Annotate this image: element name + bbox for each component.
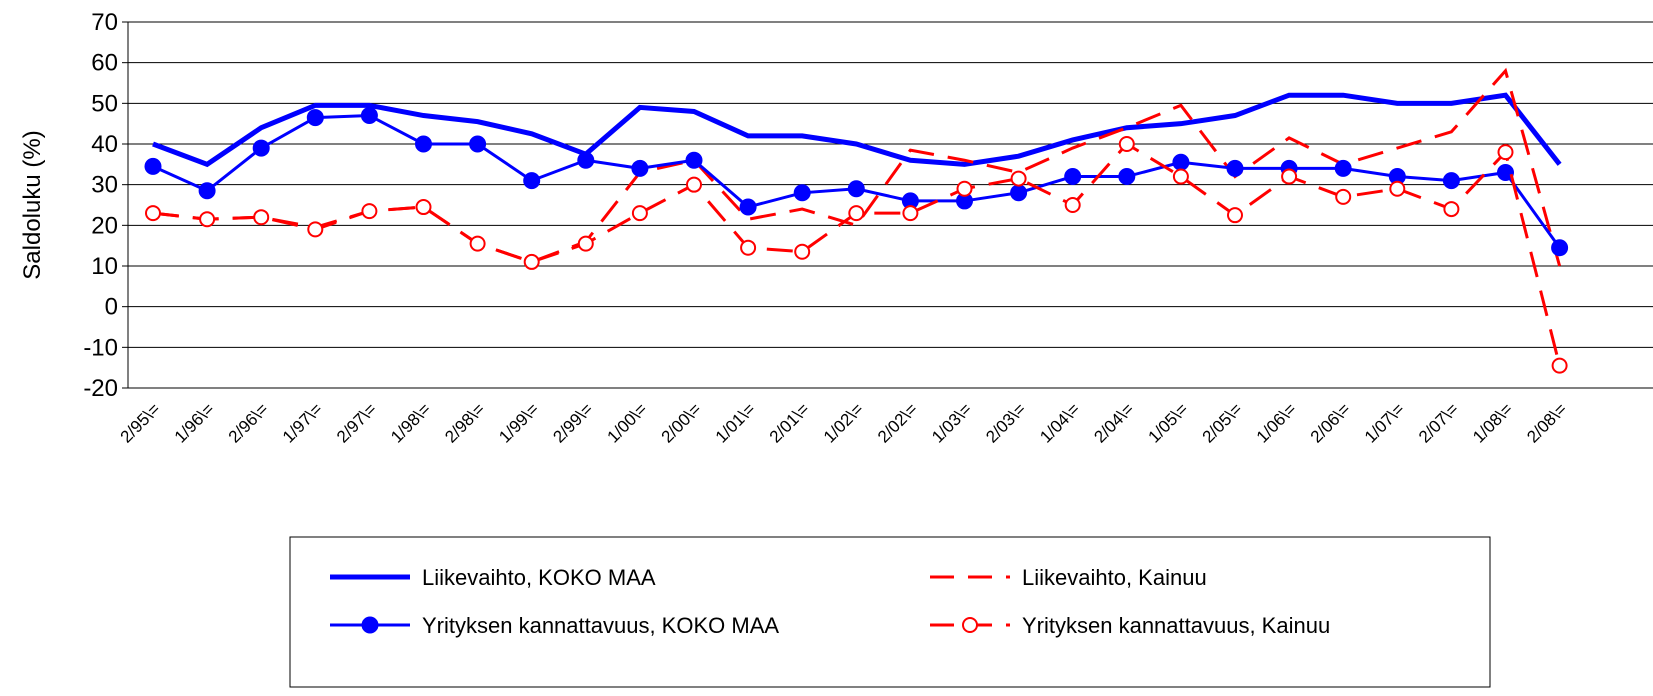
- x-tick-label: 1/03\=: [928, 399, 975, 446]
- marker: [794, 243, 811, 260]
- marker: [307, 221, 324, 238]
- marker: [631, 159, 649, 177]
- y-tick-label: 30: [91, 172, 118, 199]
- legend-label: Yrityksen kannattavuus, Kainuu: [1022, 613, 1330, 638]
- x-tick-label: 2/06\=: [1307, 399, 1354, 446]
- x-tick-label: 2/98\=: [441, 399, 488, 446]
- x-tick-label: 1/98\=: [387, 399, 434, 446]
- x-tick-label: 1/08\=: [1469, 399, 1516, 446]
- x-tick-label: 2/04\=: [1090, 399, 1137, 446]
- marker: [1497, 144, 1514, 161]
- series-line: [152, 67, 1562, 267]
- marker: [962, 617, 978, 633]
- marker: [577, 151, 595, 169]
- x-tick-label: 2/03\=: [982, 399, 1029, 446]
- legend-label: Liikevaihto, KOKO MAA: [422, 565, 656, 590]
- x-tick-label: 2/01\=: [766, 399, 813, 446]
- marker: [523, 172, 541, 190]
- marker: [199, 211, 216, 228]
- marker: [306, 109, 324, 127]
- marker: [1281, 168, 1298, 185]
- marker: [1118, 168, 1136, 186]
- marker: [1172, 153, 1190, 171]
- marker: [1551, 357, 1568, 374]
- y-tick-label: 0: [105, 294, 118, 321]
- marker: [252, 139, 270, 157]
- series-line: [152, 92, 1562, 168]
- series-line: [152, 142, 1562, 367]
- x-tick-label: 2/00\=: [658, 399, 705, 446]
- x-tick-label: 1/02\=: [820, 399, 867, 446]
- x-tick-label: 1/06\=: [1253, 399, 1300, 446]
- marker: [740, 239, 757, 256]
- x-tick-label: 2/02\=: [874, 399, 921, 446]
- marker: [956, 180, 973, 197]
- marker: [469, 235, 486, 252]
- marker: [523, 253, 540, 270]
- marker: [1334, 159, 1352, 177]
- marker: [1442, 172, 1460, 190]
- marker: [415, 135, 432, 153]
- marker: [631, 205, 648, 222]
- marker: [577, 235, 594, 252]
- marker: [1226, 159, 1244, 177]
- x-tick-label: 2/95\=: [117, 399, 164, 446]
- marker: [1064, 197, 1081, 213]
- marker: [739, 198, 757, 216]
- marker: [1010, 170, 1027, 187]
- y-tick-label: 50: [91, 90, 118, 117]
- marker: [361, 616, 379, 634]
- marker: [847, 180, 865, 198]
- legend-label: Liikevaihto, Kainuu: [1022, 565, 1207, 590]
- marker: [1227, 207, 1243, 224]
- x-tick-label: 1/97\=: [279, 399, 326, 446]
- x-tick-label: 1/04\=: [1036, 399, 1083, 446]
- legend-box: [289, 536, 1491, 688]
- x-tick-label: 2/08\=: [1523, 399, 1570, 446]
- y-tick-label: -10: [83, 334, 118, 361]
- marker: [1497, 163, 1514, 181]
- marker: [145, 205, 161, 222]
- marker: [1335, 188, 1352, 205]
- marker: [1064, 168, 1082, 186]
- y-axis-label: Saldoluku (%): [19, 130, 46, 279]
- x-tick-label: 2/05\=: [1199, 399, 1246, 446]
- x-tick-label: 1/05\=: [1145, 399, 1192, 446]
- x-tick-label: 1/07\=: [1361, 399, 1408, 446]
- marker: [415, 199, 432, 216]
- marker: [1118, 136, 1135, 152]
- x-tick-label: 1/96\=: [171, 399, 218, 446]
- marker: [198, 182, 216, 200]
- marker: [1389, 180, 1406, 197]
- x-tick-label: 2/97\=: [333, 399, 380, 446]
- x-tick-label: 1/01\=: [712, 399, 759, 446]
- x-tick-label: 2/96\=: [225, 399, 272, 446]
- marker: [469, 135, 487, 153]
- marker: [1172, 168, 1189, 185]
- marker: [360, 107, 378, 125]
- marker: [361, 203, 378, 220]
- marker: [902, 205, 919, 222]
- y-tick-label: 60: [91, 50, 118, 77]
- y-tick-label: 70: [91, 9, 118, 36]
- y-tick-label: 40: [91, 131, 118, 158]
- marker: [144, 157, 162, 175]
- x-tick-label: 2/07\=: [1415, 399, 1462, 446]
- marker: [848, 205, 865, 222]
- legend-label: Yrityksen kannattavuus, KOKO MAA: [422, 613, 779, 638]
- x-tick-label: 2/99\=: [549, 399, 596, 446]
- marker: [686, 176, 702, 193]
- x-tick-label: 1/99\=: [495, 399, 542, 446]
- marker: [253, 209, 270, 226]
- marker: [1010, 184, 1028, 202]
- marker: [1443, 201, 1460, 218]
- y-tick-label: -20: [83, 375, 118, 402]
- marker: [685, 151, 703, 169]
- marker: [1551, 239, 1569, 257]
- marker: [793, 184, 811, 202]
- y-tick-label: 20: [91, 212, 118, 239]
- x-tick-label: 1/00\=: [604, 399, 651, 446]
- y-tick-label: 10: [91, 253, 118, 280]
